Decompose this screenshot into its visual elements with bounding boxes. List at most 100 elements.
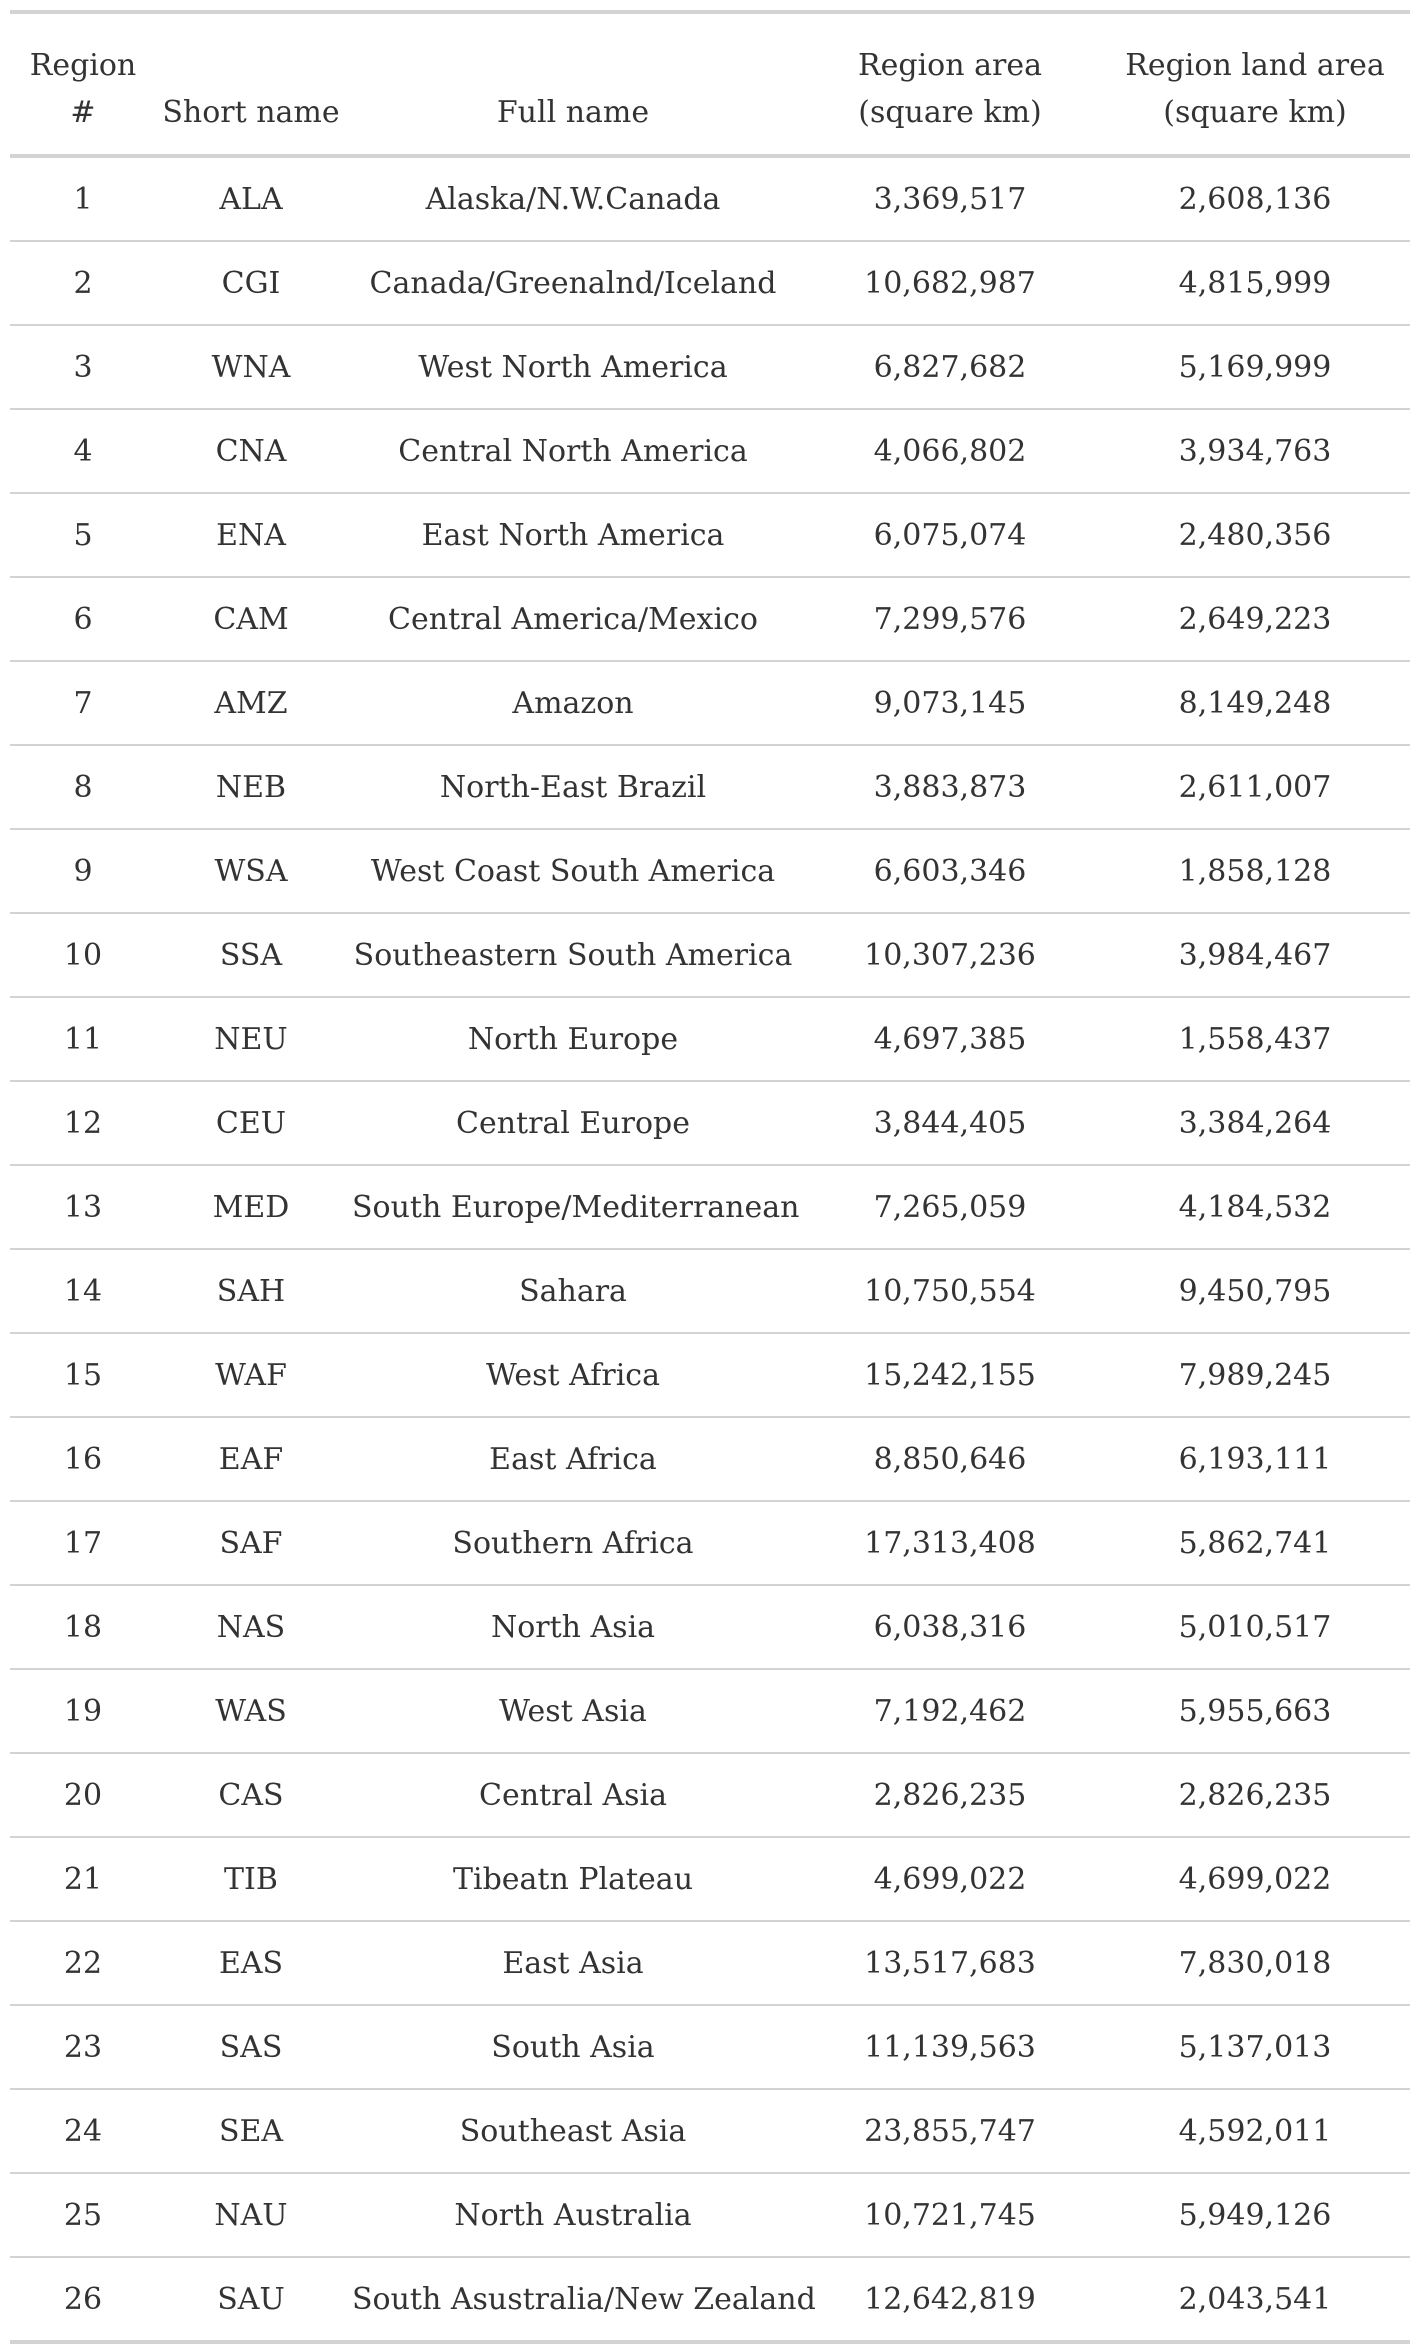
region-number-cell: 26 <box>63 2281 103 2317</box>
region-area-cell: 7,192,462 <box>800 1669 1100 1754</box>
region-number-cell: 20 <box>10 1753 156 1838</box>
region-area-cell: 6,038,316 <box>800 1585 1100 1670</box>
full-name-cell: West North America <box>346 325 800 410</box>
full-name-cell: South Asia <box>346 2005 800 2090</box>
table-row: 11 NEU North Europe 4,697,385 1,558,437 <box>10 997 1410 1082</box>
full-name-cell: North Asia <box>346 1585 800 1670</box>
region-land-area-cell: 8,149,248 <box>1100 661 1410 746</box>
region-number-cell: 17 <box>10 1501 156 1586</box>
region-land-area-cell: 5,010,517 <box>1100 1585 1410 1670</box>
region-area-cell: 23,855,747 <box>800 2089 1100 2174</box>
short-name-cell: EAS <box>156 1921 346 2006</box>
region-area-cell: 3,844,405 <box>800 1081 1100 1166</box>
region-land-area-cell: 5,862,741 <box>1100 1501 1410 1586</box>
table-row: 22 EAS East Asia 13,517,683 7,830,018 <box>10 1921 1410 2006</box>
short-name-cell: NAS <box>156 1585 346 1670</box>
region-land-area-cell: 2,608,136 <box>1100 156 1410 242</box>
region-area-cell: 4,697,385 <box>800 997 1100 1082</box>
short-name-cell: WAS <box>156 1669 346 1754</box>
full-name-cell: Sahara <box>346 1249 800 1334</box>
full-name-cell: Alaska/N.W.Canada <box>346 156 800 242</box>
region-number-cell: 15 <box>10 1333 156 1418</box>
full-name-cell: Tibeatn Plateau <box>346 1837 800 1922</box>
region-area-cell: 10,307,236 <box>800 913 1100 998</box>
region-land-area-cell: 5,169,999 <box>1100 325 1410 410</box>
region-number-cell: 6 <box>10 577 156 662</box>
region-area-cell: 4,699,022 <box>800 1837 1100 1922</box>
region-land-area-cell: 5,949,126 <box>1100 2173 1410 2258</box>
short-name-cell: WNA <box>156 325 346 410</box>
region-number-cell: 8 <box>10 745 156 830</box>
full-name-cell: North Europe <box>346 997 800 1082</box>
full-name-cell: West Coast South America <box>346 829 800 914</box>
region-number-cell: 11 <box>10 997 156 1082</box>
short-name-cell: SAF <box>156 1501 346 1586</box>
table-row: 26 SAU South Asustralia/New Zealand 12,642,… <box>10 2257 1410 2342</box>
region-number-cell: 18 <box>10 1585 156 1670</box>
full-name-cell: Southeast Asia <box>346 2089 800 2174</box>
full-name-cell: East Africa <box>346 1417 800 1502</box>
region-table: Region # Short name Full name Region are… <box>10 10 1410 2344</box>
full-name-cell: North-East Brazil <box>346 745 800 830</box>
region-number-cell: 5 <box>10 493 156 578</box>
column-header-region-number: Region # <box>10 12 156 158</box>
region-number-cell: 25 <box>10 2173 156 2258</box>
region-land-area-cell: 2,043,541 <box>1178 2281 1332 2317</box>
table-row: 2 CGI Canada/Greenalnd/Iceland 10,682,987 4,… <box>10 241 1410 326</box>
region-area-cell: 10,721,745 <box>800 2173 1100 2258</box>
region-land-area-cell: 4,699,022 <box>1100 1837 1410 1922</box>
region-area-cell: 10,750,554 <box>800 1249 1100 1334</box>
full-name-cell: South Asustralia/New Zealand <box>352 2281 816 2317</box>
full-name-cell: West Africa <box>346 1333 800 1418</box>
region-area-cell: 13,517,683 <box>800 1921 1100 2006</box>
table-row: 16 EAF East Africa 8,850,646 6,193,111 <box>10 1417 1410 1502</box>
region-land-area-cell: 4,184,532 <box>1100 1165 1410 1250</box>
region-number-cell: 13 <box>10 1165 156 1250</box>
short-name-cell: SAS <box>156 2005 346 2090</box>
region-land-area-cell: 7,830,018 <box>1100 1921 1410 2006</box>
table-row: 24 SEA Southeast Asia 23,855,747 4,592,011 <box>10 2089 1410 2174</box>
region-number-cell: 12 <box>10 1081 156 1166</box>
region-land-area-cell: 2,480,356 <box>1100 493 1410 578</box>
table-row: 14 SAH Sahara 10,750,554 9,450,795 <box>10 1249 1410 1334</box>
region-area-cell: 6,075,074 <box>800 493 1100 578</box>
region-area-cell: 6,827,682 <box>800 325 1100 410</box>
region-number-cell: 1 <box>10 156 156 242</box>
short-name-cell: TIB <box>156 1837 346 1922</box>
short-name-cell: SSA <box>156 913 346 998</box>
region-land-area-cell: 3,984,467 <box>1100 913 1410 998</box>
full-name-cell: Southern Africa <box>346 1501 800 1586</box>
region-number-cell: 21 <box>10 1837 156 1922</box>
full-name-cell: Canada/Greenalnd/Iceland <box>346 241 800 326</box>
table-row: 20 CAS Central Asia 2,826,235 2,826,235 <box>10 1753 1410 1838</box>
region-area-cell: 10,682,987 <box>800 241 1100 326</box>
full-name-cell: West Asia <box>346 1669 800 1754</box>
region-area-cell: 3,883,873 <box>800 745 1100 830</box>
region-area-cell: 17,313,408 <box>800 1501 1100 1586</box>
region-land-area-cell: 2,649,223 <box>1100 577 1410 662</box>
full-name-cell: East North America <box>346 493 800 578</box>
region-land-area-cell: 2,611,007 <box>1100 745 1410 830</box>
full-name-cell: Amazon <box>346 661 800 746</box>
region-number-cell: 3 <box>10 325 156 410</box>
short-name-cell: CEU <box>156 1081 346 1166</box>
column-header-full-name: Full name <box>346 12 800 158</box>
region-number-cell: 19 <box>10 1669 156 1754</box>
short-name-cell: EAF <box>156 1417 346 1502</box>
region-area-cell: 2,826,235 <box>800 1753 1100 1838</box>
table-body: 1 ALA Alaska/N.W.Canada 3,369,517 2,608,136 2… <box>10 156 1410 2342</box>
region-land-area-cell: 4,592,011 <box>1100 2089 1410 2174</box>
full-name-cell: East Asia <box>346 1921 800 2006</box>
short-name-cell: AMZ <box>156 661 346 746</box>
table-row: 25 NAU North Australia 10,721,745 5,949,126 <box>10 2173 1410 2258</box>
region-area-cell: 8,850,646 <box>800 1417 1100 1502</box>
region-area-cell: 9,073,145 <box>800 661 1100 746</box>
region-number-cell: 23 <box>10 2005 156 2090</box>
short-name-cell: SEA <box>156 2089 346 2174</box>
short-name-cell: CAM <box>156 577 346 662</box>
full-name-cell: South Europe/Mediterranean <box>346 1165 800 1250</box>
short-name-cell: WAF <box>156 1333 346 1418</box>
region-land-area-cell: 6,193,111 <box>1100 1417 1410 1502</box>
column-header-short-name: Short name <box>156 12 346 158</box>
table-row: 5 ENA East North America 6,075,074 2,480,356 <box>10 493 1410 578</box>
